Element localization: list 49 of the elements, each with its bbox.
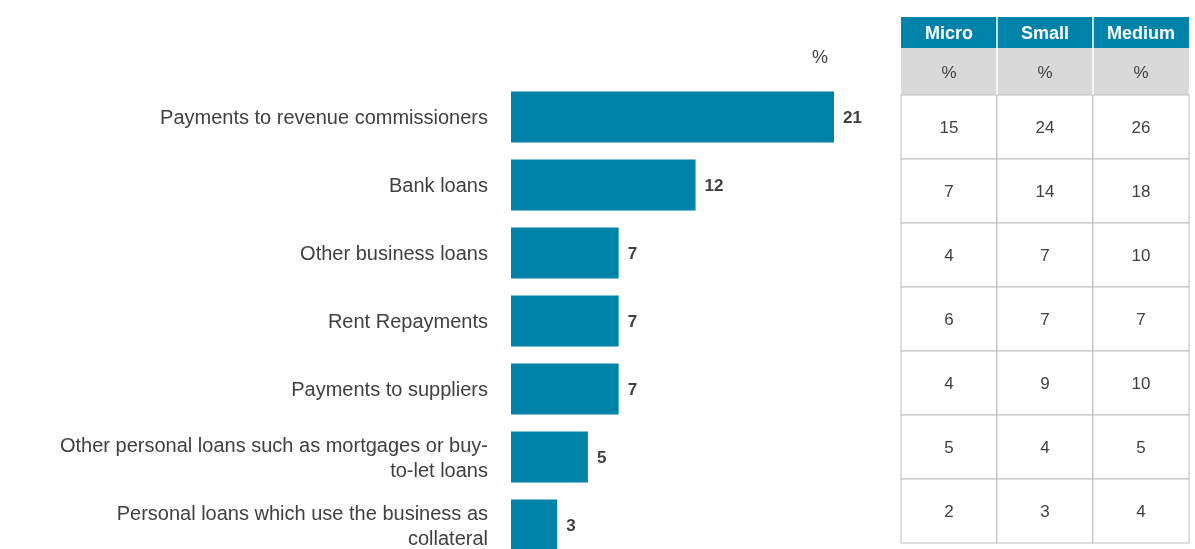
y-tick-label: Payments to revenue commissioners (160, 106, 488, 128)
data-label: 5 (596, 448, 607, 467)
data-label: 7 (627, 244, 638, 263)
data-label: 7 (1040, 246, 1050, 265)
bar (511, 431, 588, 483)
bar (511, 295, 619, 347)
data-label: 4 (1040, 438, 1050, 457)
y-tick-label: Payments to suppliers (291, 378, 488, 400)
data-label: 14 (1035, 182, 1055, 201)
data-label: 2 (944, 502, 954, 521)
bar (511, 363, 619, 415)
text: % (1037, 62, 1053, 82)
data-label: 7 (627, 380, 638, 399)
data-label: 24 (1035, 118, 1055, 137)
y-tick-label: Bank loans (389, 174, 488, 196)
data-label: 7 (1040, 310, 1050, 329)
data-label: 10 (1131, 374, 1151, 393)
data-label: 3 (566, 516, 576, 535)
bar (511, 499, 558, 549)
x-tick-label: Medium (1106, 22, 1176, 43)
data-label: 7 (1136, 310, 1146, 329)
data-label: 18 (1131, 182, 1151, 201)
data-label: 3 (1040, 502, 1050, 521)
bar (511, 159, 696, 211)
data-label: 5 (1136, 438, 1146, 457)
data-label: 21 (843, 108, 862, 127)
data-label: 15 (939, 118, 959, 137)
data-label: 9 (1040, 374, 1050, 393)
x-tick-label: Micro (924, 22, 974, 43)
bar (511, 227, 619, 279)
text: % (1133, 62, 1149, 82)
x-tick-label: Small (1020, 22, 1070, 43)
data-label: 4 (944, 374, 954, 393)
data-label: 26 (1131, 118, 1151, 137)
y-tick-label: Other business loans (300, 242, 488, 264)
text: % (941, 62, 957, 82)
data-label: 7 (627, 312, 638, 331)
y-tick-label: Other personal loans such as mortgages or buy-to-let loans (60, 433, 488, 481)
data-label: 10 (1131, 246, 1151, 265)
y-tick-label: Rent Repayments (327, 310, 488, 332)
y-tick-label: Personal loans which use the business as collateral (116, 501, 488, 549)
data-label: 5 (944, 438, 954, 457)
bar (511, 91, 834, 143)
data-label: 7 (944, 182, 954, 201)
data-label: 12 (704, 176, 724, 195)
data-label: 4 (1136, 502, 1146, 521)
x-axis-title: % (811, 47, 829, 67)
data-label: 6 (944, 310, 954, 329)
data-label: 4 (944, 246, 954, 265)
